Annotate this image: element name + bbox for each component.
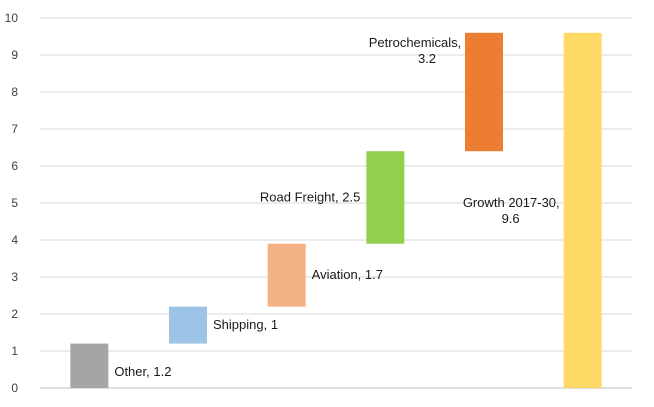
bar-growth-2017-30 — [563, 32, 602, 389]
bar-aviation — [267, 243, 306, 307]
data-label: Other, 1.2 — [114, 364, 171, 379]
data-label-line: Petrochemicals, — [369, 35, 461, 50]
data-label-line: Road Freight, 2.5 — [260, 189, 360, 204]
data-label-line: 3.2 — [418, 51, 436, 66]
data-label-line: Shipping, 1 — [213, 317, 278, 332]
y-tick-label: 2 — [11, 307, 18, 321]
bar-petrochemicals — [465, 32, 503, 152]
y-tick-label: 6 — [11, 159, 18, 173]
data-label-line: Growth 2017-30, — [463, 195, 560, 210]
bars — [70, 32, 602, 389]
data-label: Road Freight, 2.5 — [260, 189, 360, 204]
data-labels: Other, 1.2 Shipping, 1 Aviation, 1.7 Road F… — [114, 35, 559, 379]
data-label-line: Other, 1.2 — [114, 364, 171, 379]
y-tick-label: 5 — [11, 196, 18, 210]
y-tick-label: 9 — [11, 48, 18, 62]
y-axis-ticks: 0 1 2 3 4 5 6 7 8 9 10 — [5, 11, 19, 395]
y-tick-label: 8 — [11, 85, 18, 99]
data-label: Aviation, 1.7 — [312, 267, 383, 282]
y-tick-label: 3 — [11, 270, 18, 284]
gridlines — [40, 17, 632, 352]
data-label: Petrochemicals, 3.2 — [369, 35, 461, 66]
data-label: Growth 2017-30, 9.6 — [463, 195, 560, 226]
bar-road-freight — [366, 151, 405, 244]
bar-other — [70, 343, 109, 388]
data-label-line: Aviation, 1.7 — [312, 267, 383, 282]
y-tick-label: 10 — [5, 11, 19, 25]
bar-shipping — [169, 306, 207, 344]
data-label-line: 9.6 — [502, 211, 520, 226]
y-tick-label: 1 — [11, 344, 18, 358]
y-tick-label: 0 — [11, 381, 18, 395]
y-tick-label: 4 — [11, 233, 18, 247]
data-label: Shipping, 1 — [213, 317, 278, 332]
y-tick-label: 7 — [11, 122, 18, 136]
